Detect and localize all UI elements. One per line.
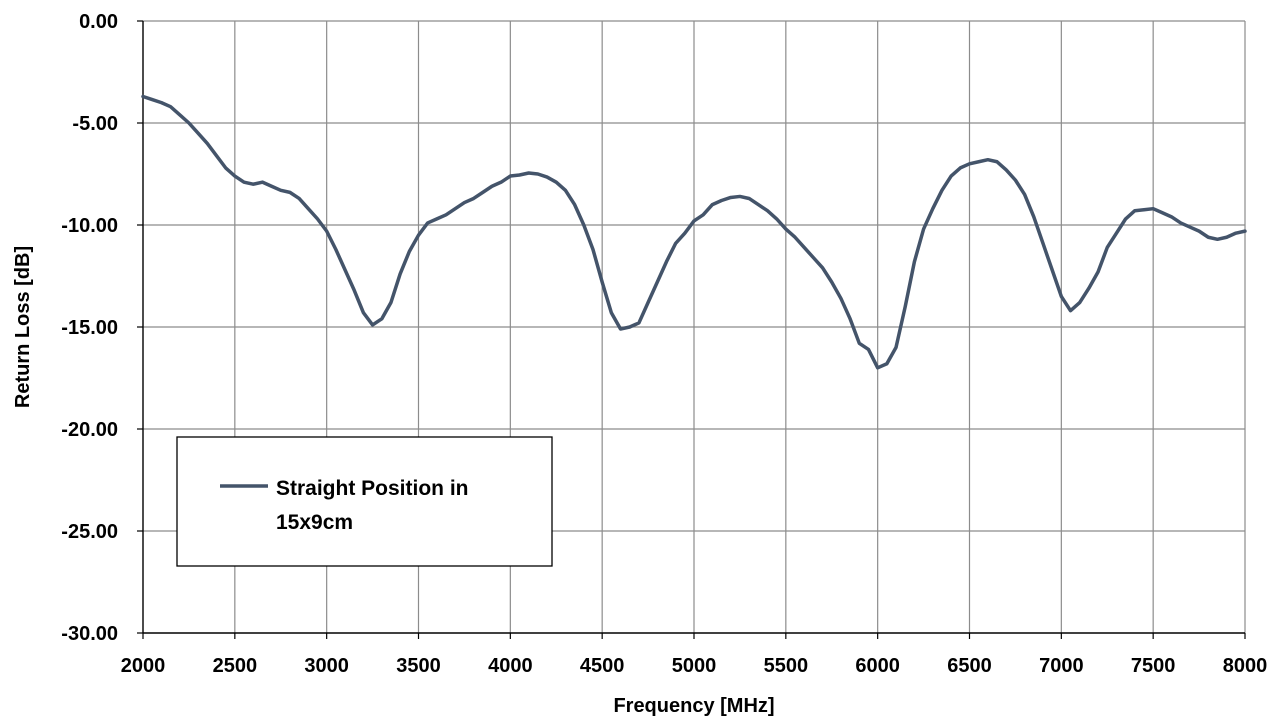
y-tick-label: -5.00 bbox=[72, 113, 118, 135]
x-tick-label: 6000 bbox=[855, 655, 900, 677]
legend-box bbox=[176, 436, 553, 567]
x-tick-labels: 2000 2500 3000 3500 4000 4500 5000 5500 6000 6500… bbox=[121, 655, 1268, 677]
legend-label-line-1: Straight Position in bbox=[276, 477, 469, 500]
axes bbox=[137, 20, 1246, 639]
x-tick-label: 2000 bbox=[121, 655, 166, 677]
legend-label-line-2: 15x9cm bbox=[276, 511, 353, 534]
x-tick-label: 8000 bbox=[1223, 655, 1268, 677]
x-axis-title: Frequency [MHz] bbox=[613, 695, 774, 717]
x-tick-label: 7000 bbox=[1039, 655, 1084, 677]
legend: Straight Position in 15x9cm bbox=[176, 436, 553, 567]
x-tick-label: 5000 bbox=[672, 655, 717, 677]
y-tick-label: -10.00 bbox=[61, 215, 118, 237]
series-line bbox=[141, 94, 1247, 370]
x-tick-label: 4000 bbox=[488, 655, 533, 677]
y-tick-label: -25.00 bbox=[61, 521, 118, 543]
horizontal-gridlines bbox=[143, 20, 1245, 532]
x-tick-label: 2500 bbox=[213, 655, 258, 677]
series-group bbox=[141, 94, 1247, 370]
x-tick-label: 6500 bbox=[947, 655, 992, 677]
y-tick-label: -20.00 bbox=[61, 419, 118, 441]
x-tick-label: 3500 bbox=[396, 655, 441, 677]
y-tick-label: -15.00 bbox=[61, 317, 118, 339]
y-tick-label: -30.00 bbox=[61, 623, 118, 645]
y-tick-labels: 0.00 -5.00 -10.00 -15.00 -20.00 -25.00 -30.00 bbox=[61, 11, 118, 645]
y-tick-label: 0.00 bbox=[79, 11, 118, 33]
x-tick-label: 7500 bbox=[1131, 655, 1176, 677]
x-tick-label: 4500 bbox=[580, 655, 625, 677]
y-axis-title: Return Loss [dB] bbox=[12, 246, 34, 408]
x-tick-label: 5500 bbox=[764, 655, 809, 677]
x-tick-label: 3000 bbox=[304, 655, 349, 677]
